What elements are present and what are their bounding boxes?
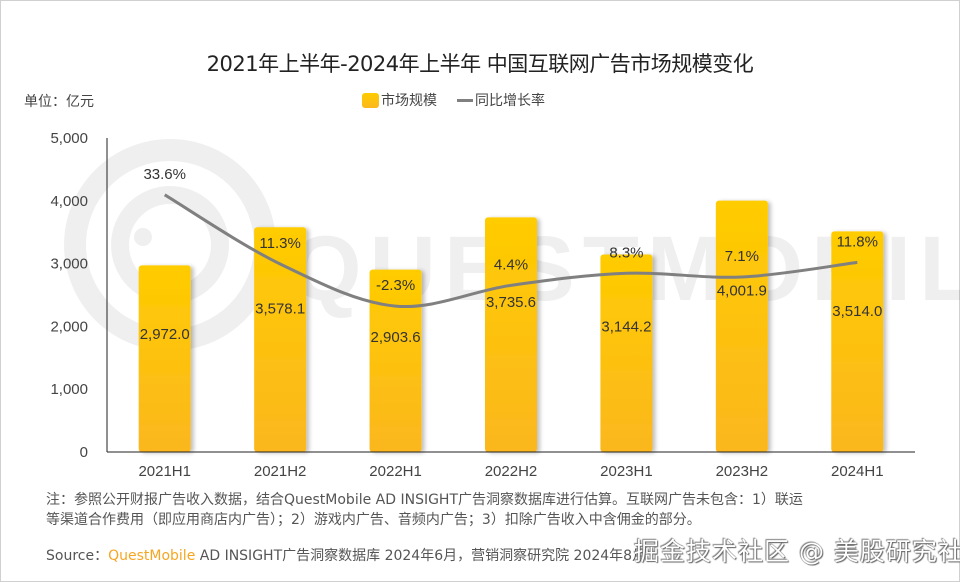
source-brand: QuestMobile <box>108 548 196 564</box>
legend-line-swatch <box>457 98 473 102</box>
x-tick-label: 2021H1 <box>138 463 191 480</box>
y-tick-label: 4,000 <box>50 193 88 210</box>
x-tick-label: 2021H2 <box>254 463 307 480</box>
legend: 市场规模 同比增长率 <box>362 90 545 110</box>
growth-rate-label: 33.6% <box>143 166 186 183</box>
legend-label-market-size: 市场规模 <box>381 93 437 109</box>
y-tick-label: 0 <box>80 444 88 461</box>
growth-rate-label: 8.3% <box>609 244 643 261</box>
y-tick-label: 2,000 <box>50 318 88 335</box>
growth-rate-label: 11.8% <box>837 233 878 250</box>
bar <box>369 269 422 452</box>
bar <box>600 254 653 452</box>
bar-value-label: 4,001.9 <box>717 283 767 300</box>
x-tick-label: 2023H2 <box>716 463 769 480</box>
growth-rate-line <box>163 193 858 309</box>
bar-value-label: 3,514.0 <box>832 303 882 320</box>
x-tick-label: 2022H2 <box>485 463 538 480</box>
growth-rate-label: 4.4% <box>494 256 528 273</box>
source-rest: AD INSIGHT广告洞察数据库 2024年6月，营销洞察研究院 2024年8… <box>195 548 647 564</box>
bar <box>715 200 768 452</box>
unit-label: 单位：亿元 <box>24 94 94 110</box>
bar-value-label: 2,903.6 <box>371 329 421 346</box>
bar <box>138 265 191 452</box>
bar <box>831 231 884 452</box>
footnote-line-1: 注：参照公开财报广告收入数据，结合QuestMobile AD INSIGHT广… <box>46 492 803 508</box>
bar-value-label: 2,972.0 <box>140 326 190 343</box>
footnote-line-2: 等渠道合作费用（即应用商店内广告）；2）游戏内广告、音频内广告；3）扣除广告收入… <box>46 512 701 528</box>
bar-value-label: 3,144.2 <box>601 319 651 336</box>
x-tick-label: 2023H1 <box>600 463 653 480</box>
x-tick-label: 2024H1 <box>831 463 884 480</box>
source-prefix: Source： <box>46 548 109 564</box>
growth-rate-label: 7.1% <box>725 248 759 265</box>
y-tick-label: 3,000 <box>50 256 88 273</box>
y-tick-label: 5,000 <box>50 130 88 147</box>
growth-rate-label: -2.3% <box>376 277 415 294</box>
chart-title: 2021年上半年-2024年上半年 中国互联网广告市场规模变化 <box>206 52 754 76</box>
legend-bar-swatch <box>362 92 379 108</box>
growth-rate-label: 11.3% <box>259 235 300 252</box>
bar <box>485 217 537 452</box>
bar <box>254 227 307 452</box>
x-tick-label: 2022H1 <box>369 463 422 480</box>
legend-label-growth: 同比增长率 <box>475 93 545 109</box>
watermark-text: 掘金技术社区 @ 美股研究社 <box>634 537 960 566</box>
y-tick-label: 1,000 <box>50 381 88 398</box>
bar-value-label: 3,578.1 <box>255 300 305 317</box>
bar-value-label: 3,735.6 <box>486 294 536 311</box>
source-line: Source：QuestMobile AD INSIGHT广告洞察数据库 202… <box>46 545 646 565</box>
